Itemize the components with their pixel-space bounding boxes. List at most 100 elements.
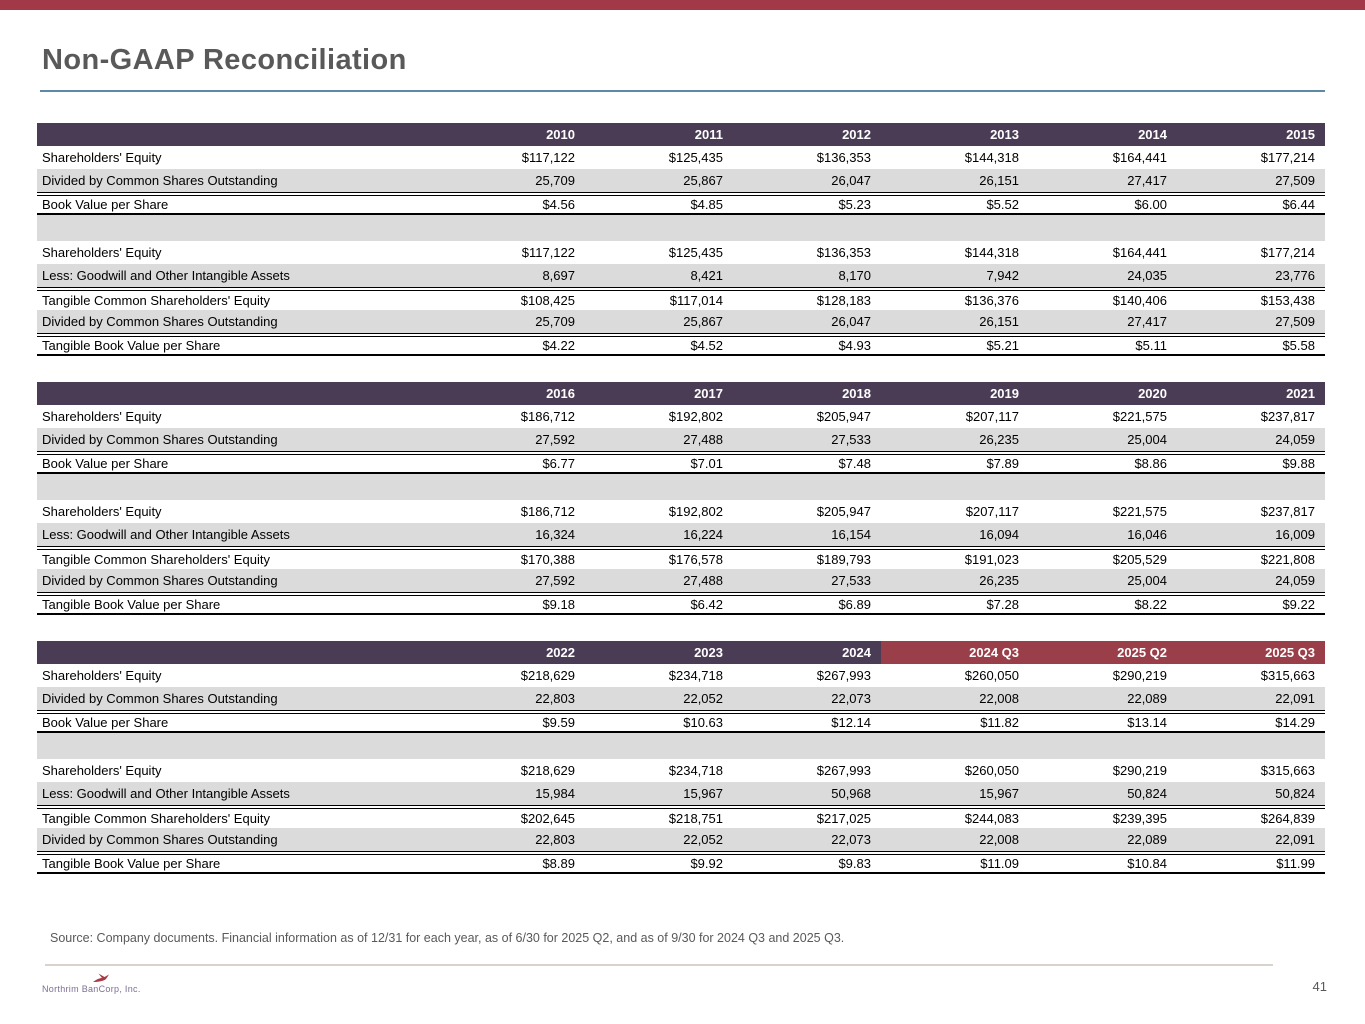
page-title: Non-GAAP Reconciliation — [42, 44, 407, 76]
value-cell: $9.22 — [1282, 597, 1315, 612]
value-cell: 23,776 — [1275, 268, 1315, 283]
value-cell: $221,575 — [1112, 504, 1167, 519]
row-label: Shareholders' Equity — [42, 409, 162, 424]
value-cell: $6.00 — [1134, 197, 1167, 212]
value-cell: $11.82 — [980, 715, 1019, 730]
value-cell: $205,529 — [1112, 552, 1167, 567]
row-label: Divided by Common Shares Outstanding — [42, 432, 278, 447]
value-cell: $9.92 — [690, 856, 723, 871]
top-accent-bar — [0, 0, 1365, 10]
value-cell: $267,993 — [816, 763, 871, 778]
value-cell: 26,047 — [831, 314, 871, 329]
value-cell: $136,353 — [816, 245, 871, 260]
value-cell: $7.89 — [986, 456, 1019, 471]
table-row: Tangible Common Shareholders' Equity $108… — [37, 287, 1325, 310]
value-cell: $4.56 — [542, 197, 575, 212]
value-cell: $217,025 — [816, 811, 871, 826]
row-label: Shareholders' Equity — [42, 245, 162, 260]
row-label: Book Value per Share — [42, 456, 169, 471]
value-cell: $164,441 — [1112, 245, 1167, 260]
value-cell: $192,802 — [668, 504, 723, 519]
table-block: 2016 2017 2018 2019 2020 2021 Shareholders' Eq… — [37, 382, 1325, 615]
table-block: 2022 2023 2024 2024 Q3 2025 Q2 2025 Q3 Shareho… — [37, 641, 1325, 874]
northrim-logo: Northrim BanCorp, Inc. — [42, 971, 182, 994]
value-cell: 24,059 — [1275, 432, 1315, 447]
value-cell: $164,441 — [1112, 150, 1167, 165]
table-row: Shareholders' Equity $186,712 $192,802 $205… — [37, 500, 1325, 523]
value-cell: $108,425 — [520, 293, 575, 308]
table-row: Less: Goodwill and Other Intangible Asse… — [37, 523, 1325, 546]
row-label: Divided by Common Shares Outstanding — [42, 314, 278, 329]
value-cell: $234,718 — [668, 668, 723, 683]
table-row: Tangible Book Value per Share $4.22 $4.52 $… — [37, 333, 1325, 356]
value-cell: $260,050 — [964, 763, 1019, 778]
value-cell: 16,224 — [683, 527, 723, 542]
value-cell: $260,050 — [964, 668, 1019, 683]
value-cell: $186,712 — [520, 504, 575, 519]
title-underline — [40, 90, 1325, 92]
row-label: Tangible Book Value per Share — [42, 338, 221, 353]
value-cell: $117,122 — [521, 245, 575, 260]
table-row: Book Value per Share $4.56 $4.85 $5.23 $5.52… — [37, 192, 1325, 215]
value-cell: $237,817 — [1260, 504, 1315, 519]
table-row: Shareholders' Equity $218,629 $234,718 $267… — [37, 664, 1325, 687]
value-cell: 16,324 — [535, 527, 575, 542]
value-cell: $207,117 — [965, 409, 1019, 424]
table-row: Tangible Common Shareholders' Equity $202… — [37, 805, 1325, 828]
table-header-row: 2016 2017 2018 2019 2020 2021 — [37, 382, 1325, 405]
value-cell: 22,089 — [1127, 832, 1167, 847]
row-label: Divided by Common Shares Outstanding — [42, 832, 278, 847]
value-cell: $192,802 — [668, 409, 723, 424]
value-cell: 27,488 — [683, 573, 723, 588]
value-cell: $189,793 — [816, 552, 871, 567]
value-cell: $315,663 — [1260, 668, 1315, 683]
value-cell: 22,089 — [1127, 691, 1167, 706]
value-cell: $191,023 — [964, 552, 1019, 567]
value-cell: 16,094 — [979, 527, 1019, 542]
row-label: Tangible Book Value per Share — [42, 597, 221, 612]
row-label: Shareholders' Equity — [42, 668, 162, 683]
row-label: Tangible Common Shareholders' Equity — [42, 811, 270, 826]
value-cell: 15,967 — [683, 786, 723, 801]
value-cell: 50,824 — [1127, 786, 1167, 801]
value-cell: $13.14 — [1127, 715, 1167, 730]
value-cell: $290,219 — [1112, 763, 1167, 778]
value-cell: 22,073 — [831, 832, 871, 847]
table-row: Divided by Common Shares Outstanding 25,7… — [37, 169, 1325, 192]
row-label: Divided by Common Shares Outstanding — [42, 573, 278, 588]
value-cell: $7.48 — [838, 456, 871, 471]
value-cell: 27,417 — [1127, 314, 1167, 329]
value-cell: $176,578 — [668, 552, 723, 567]
value-cell: 16,154 — [831, 527, 871, 542]
value-cell: $239,395 — [1112, 811, 1167, 826]
page-number: 41 — [1312, 979, 1327, 994]
value-cell: $14.29 — [1275, 715, 1315, 730]
row-label: Divided by Common Shares Outstanding — [42, 173, 278, 188]
year-header: 2018 — [842, 386, 871, 401]
year-header: 2015 — [1286, 127, 1315, 142]
value-cell: 22,091 — [1275, 691, 1315, 706]
value-cell: $267,993 — [816, 668, 871, 683]
value-cell: $9.88 — [1282, 456, 1315, 471]
value-cell: $5.23 — [838, 197, 871, 212]
year-header: 2020 — [1138, 386, 1167, 401]
value-cell: 27,509 — [1275, 314, 1315, 329]
row-label: Shareholders' Equity — [42, 763, 162, 778]
value-cell: 27,488 — [683, 432, 723, 447]
row-label: Shareholders' Equity — [42, 150, 162, 165]
value-cell: $8.22 — [1134, 597, 1167, 612]
value-cell: $4.93 — [838, 338, 871, 353]
value-cell: $144,318 — [964, 245, 1019, 260]
value-cell: 27,533 — [831, 432, 871, 447]
value-cell: 27,592 — [535, 573, 575, 588]
year-header: 2011 — [694, 127, 723, 142]
value-cell: $9.59 — [542, 715, 575, 730]
value-cell: 22,803 — [535, 691, 575, 706]
value-cell: $221,808 — [1260, 552, 1315, 567]
table-block: 2010 2011 2012 2013 2014 2015 Shareholders' Eq… — [37, 123, 1325, 356]
spacer-row — [37, 733, 1325, 759]
value-cell: $128,183 — [816, 293, 871, 308]
value-cell: $9.83 — [838, 856, 871, 871]
year-header: 2024 Q3 — [881, 641, 1029, 664]
logo-text: Northrim BanCorp, Inc. — [42, 984, 141, 994]
